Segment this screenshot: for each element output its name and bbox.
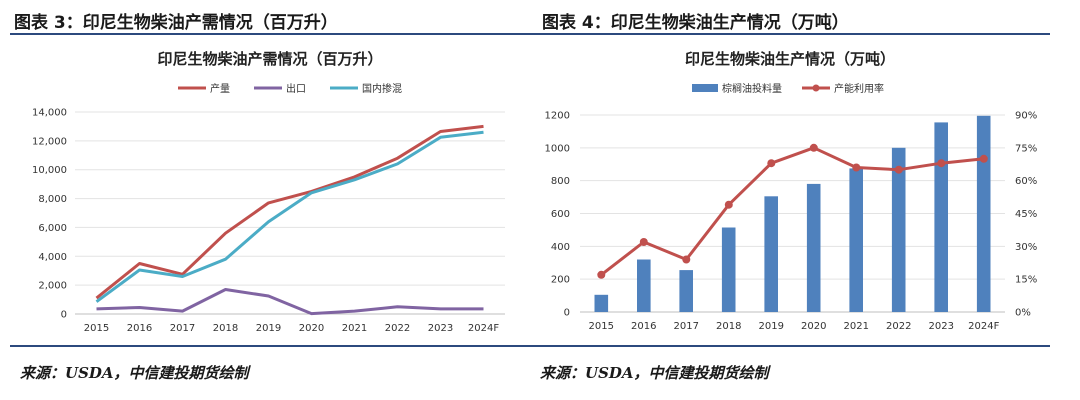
legend-label-bar: 棕榈油投料量 xyxy=(722,82,782,95)
y-tick-label: 400 xyxy=(551,242,570,253)
y-tick-label: 0 xyxy=(61,310,67,321)
x-tick-label: 2016 xyxy=(127,323,152,334)
left-line-chart: 印尼生物柴油产需情况（百万升） 产量 出口 国内掺混 0 2,000 4,000 6,000 8… xyxy=(32,50,505,334)
bar-2021 xyxy=(849,168,863,312)
bar-2018 xyxy=(721,227,736,312)
series-line-0 xyxy=(95,124,484,300)
chart-title: 印尼生物柴油生产情况（万吨） xyxy=(685,50,895,68)
rate-point-2021 xyxy=(852,163,861,172)
y-tick-label: 8,000 xyxy=(38,194,67,205)
y-tick-label: 14,000 xyxy=(32,108,67,119)
right-bottom-rule xyxy=(520,345,1050,347)
right-bar-line-chart: 印尼生物柴油生产情况（万吨） 棕榈油投料量 产能利用率 0 200 400 600 800 10… xyxy=(545,50,1038,332)
left-bottom-rule xyxy=(10,345,525,347)
y-tick-label: 2,000 xyxy=(38,281,67,292)
bar-2016 xyxy=(637,259,651,312)
x-tick-label: 2017 xyxy=(674,321,699,332)
left-top-rule xyxy=(10,33,525,35)
bar-2017 xyxy=(679,270,693,312)
x-tick-label: 2018 xyxy=(716,321,741,332)
x-tick-label: 2022 xyxy=(886,321,911,332)
y-tick-label: 1000 xyxy=(545,143,570,154)
bar-2023 xyxy=(934,122,948,313)
x-tick-label: 2021 xyxy=(844,321,869,332)
left-figure: 图表 3：印尼生物柴油产需情况（百万升） 印尼生物柴油产需情况（百万升） 产量 出口… xyxy=(10,13,525,382)
x-tick-label: 2015 xyxy=(589,321,614,332)
legend-label-0: 产量 xyxy=(210,82,230,95)
y2-tick-label: 15% xyxy=(1015,275,1037,286)
rate-point-2024F xyxy=(979,154,988,163)
y2-tick-label: 45% xyxy=(1015,209,1037,220)
legend-swatch-bar xyxy=(692,84,718,92)
bar-2022 xyxy=(891,147,906,312)
chart-title: 印尼生物柴油产需情况（百万升） xyxy=(157,50,382,68)
legend-label-line: 产能利用率 xyxy=(834,82,884,95)
bar-2020 xyxy=(806,183,821,312)
x-tick-label: 2019 xyxy=(256,323,281,334)
legend-label-2: 国内掺混 xyxy=(362,82,402,95)
x-tick-label: 2022 xyxy=(385,323,410,334)
y-tick-label: 10,000 xyxy=(32,165,67,176)
rate-point-2019 xyxy=(767,159,776,168)
y2-tick-label: 60% xyxy=(1015,176,1037,187)
x-tick-label: 2021 xyxy=(342,323,367,334)
x-tick-label: 2015 xyxy=(84,323,109,334)
series-line-2 xyxy=(95,130,484,303)
rate-point-2017 xyxy=(682,255,691,264)
series-line-1 xyxy=(96,288,484,316)
x-tick-label: 2019 xyxy=(759,321,784,332)
rate-point-2022 xyxy=(894,165,903,174)
rate-point-2016 xyxy=(639,238,648,246)
right-source-note: 来源：USDA，中信建投期货绘制 xyxy=(540,364,769,382)
x-tick-label: 2024F xyxy=(968,321,999,332)
rate-line xyxy=(600,146,984,276)
bar-2015 xyxy=(594,294,609,312)
x-tick-label: 2020 xyxy=(801,321,826,332)
x-tick-label: 2024F xyxy=(468,323,499,334)
right-figure-header: 图表 4：印尼生物柴油生产情况（万吨） xyxy=(542,13,849,33)
rate-point-2020 xyxy=(809,143,818,152)
x-tick-label: 2018 xyxy=(213,323,238,334)
rate-point-2018 xyxy=(724,200,733,209)
y-tick-label: 200 xyxy=(551,275,570,286)
y-tick-label: 6,000 xyxy=(38,223,67,234)
y-tick-label: 600 xyxy=(551,209,570,220)
legend-label-1: 出口 xyxy=(286,82,306,95)
bar-2019 xyxy=(764,196,778,312)
y2-tick-label: 30% xyxy=(1015,242,1037,253)
rate-point-2015 xyxy=(597,270,606,279)
y-tick-label: 0 xyxy=(564,308,570,319)
y-tick-label: 1200 xyxy=(545,111,570,122)
y-tick-label: 12,000 xyxy=(32,136,67,147)
x-tick-label: 2023 xyxy=(929,321,954,332)
x-tick-label: 2020 xyxy=(299,323,324,334)
bar-2024F xyxy=(976,115,991,312)
rate-point-2023 xyxy=(937,159,946,168)
y2-tick-label: 0% xyxy=(1015,308,1031,319)
right-top-rule xyxy=(520,33,1050,35)
right-figure: 图表 4：印尼生物柴油生产情况（万吨） 印尼生物柴油生产情况（万吨） 棕榈油投料量… xyxy=(520,0,1080,400)
left-figure-header: 图表 3：印尼生物柴油产需情况（百万升） xyxy=(14,13,338,33)
y-tick-label: 800 xyxy=(551,176,570,187)
legend-marker-line xyxy=(812,84,820,92)
y2-tick-label: 90% xyxy=(1015,111,1037,122)
x-tick-label: 2016 xyxy=(631,321,656,332)
y-tick-label: 4,000 xyxy=(38,252,67,263)
x-tick-label: 2017 xyxy=(170,323,195,334)
x-tick-label: 2023 xyxy=(428,323,453,334)
left-source-note: 来源：USDA，中信建投期货绘制 xyxy=(20,364,249,382)
y2-tick-label: 75% xyxy=(1015,143,1037,154)
